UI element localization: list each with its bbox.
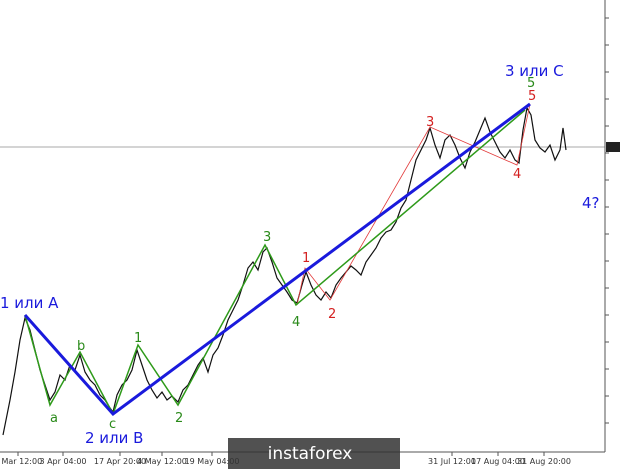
blue-wave-line: [23, 102, 531, 417]
x-tick-label: 9 Mar 12:00: [0, 457, 42, 466]
price-marker: [606, 142, 620, 152]
watermark: instaforex: [268, 444, 353, 464]
wave-label: c: [109, 417, 116, 432]
wave-label: 3: [426, 115, 434, 130]
wave-label: 5: [527, 76, 535, 91]
wave-label: b: [77, 339, 85, 354]
x-tick-label: 19 May 04:00: [185, 457, 240, 466]
wave-label: 4: [292, 315, 300, 330]
wave-label: 1 или A: [0, 294, 59, 312]
wave-label: a: [50, 411, 58, 426]
wave-label: 5: [528, 89, 536, 104]
watermark-box: [228, 438, 400, 469]
x-tick-label: 4 May 12:00: [137, 457, 187, 466]
x-tick-label: 3 Apr 04:00: [39, 457, 86, 466]
x-tick-label: 31 Jul 12:00: [428, 457, 476, 466]
wave-label: 2: [328, 307, 336, 322]
wave-label: 1: [134, 331, 142, 346]
wave-label: 3: [263, 230, 271, 245]
x-tick-label: 17 Aug 04:00: [471, 457, 525, 466]
green-wave-line: [24, 109, 526, 416]
wave-label: 1: [302, 251, 310, 266]
wave-label: 2: [175, 411, 183, 426]
wave-label: 3 или C: [505, 62, 564, 80]
wave-label: 4: [513, 167, 521, 182]
wave-label: 2 или B: [85, 429, 143, 447]
x-tick-label: 31 Aug 20:00: [517, 457, 571, 466]
wave-label: 4?: [582, 194, 600, 212]
price-line: [2, 106, 567, 436]
x-tick-label: 17 Apr 20:00: [94, 457, 146, 466]
red-wave-line: [296, 103, 531, 306]
